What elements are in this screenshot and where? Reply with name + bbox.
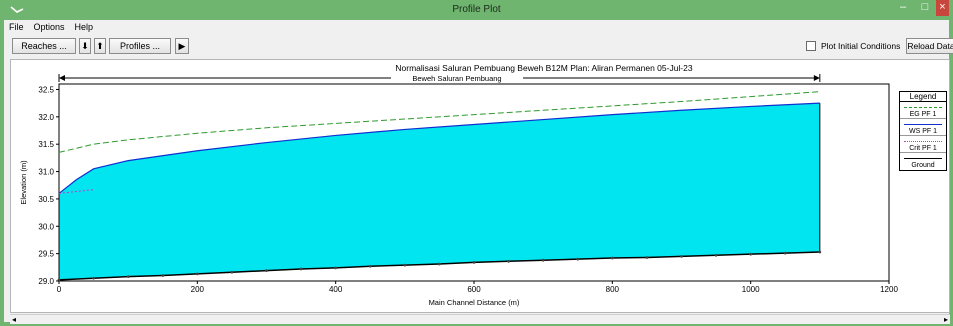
- ground-point: [818, 250, 822, 254]
- legend: Legend EG PF 1 WS PF 1 Crit PF 1 Ground: [899, 91, 947, 171]
- x-tick-label: 800: [606, 285, 620, 294]
- y-tick-label: 32.0: [38, 113, 54, 122]
- series-ws-line: [58, 102, 820, 194]
- x-tick-label: 400: [329, 285, 343, 294]
- legend-swatch-crit: [904, 141, 942, 142]
- ground-point: [368, 264, 372, 268]
- ground-point: [680, 254, 683, 258]
- y-tick-label: 29.0: [38, 277, 54, 286]
- legend-entry-ws: WS PF 1: [900, 119, 946, 136]
- x-tick-label: 1200: [880, 285, 898, 294]
- legend-label-crit: Crit PF 1: [909, 145, 937, 152]
- profiles-button[interactable]: Profiles ...: [109, 38, 171, 54]
- scroll-right-icon[interactable]: ▸: [943, 315, 948, 324]
- plot-title: Normalisasi Saluran Pembuang Beweh B12M …: [395, 63, 692, 73]
- plot-initial-conditions-label: Plot Initial Conditions: [821, 41, 901, 51]
- profile-plot-area: 0 200 400 600 800 1000 1200 29.0 29.5 30.0 30.5 31.…: [10, 59, 950, 313]
- series-crit-line: [58, 189, 94, 194]
- arrow-down-icon[interactable]: ⬇: [79, 38, 91, 54]
- ground-point: [507, 259, 510, 263]
- legend-title: Legend: [900, 92, 946, 102]
- toolbar: Reaches ... ⬇ ⬆ Profiles ... ▶ Plot Init…: [8, 37, 953, 57]
- ground-point: [265, 269, 268, 273]
- menu-help[interactable]: Help: [74, 22, 94, 32]
- legend-label-ground: Ground: [911, 162, 935, 169]
- y-tick-label: 30.0: [38, 222, 54, 231]
- y-axis-label: Elevation (m): [19, 160, 28, 205]
- menu-bar: File Options Help: [8, 21, 94, 35]
- legend-entry-crit: Crit PF 1: [900, 136, 946, 153]
- y-tick-label: 32.5: [38, 85, 54, 94]
- ground-point: [749, 252, 753, 256]
- title-bar[interactable]: Profile Plot – □ ×: [4, 0, 949, 20]
- ground-point: [403, 263, 407, 267]
- maximize-icon[interactable]: □: [921, 1, 929, 13]
- play-icon[interactable]: ▶: [175, 38, 189, 54]
- x-tick-label: 600: [467, 285, 481, 294]
- ground-point: [472, 260, 476, 264]
- ground-point: [195, 272, 199, 276]
- ground-point: [299, 267, 303, 271]
- window-title: Profile Plot: [452, 4, 501, 15]
- ground-point: [610, 256, 614, 260]
- legend-swatch-ws: [904, 124, 942, 125]
- x-tick-label: 200: [191, 285, 205, 294]
- series-eg-line: [58, 91, 820, 153]
- legend-label-eg: EG PF 1: [909, 111, 937, 118]
- legend-label-ws: WS PF 1: [908, 128, 937, 135]
- ground-point: [714, 253, 718, 257]
- ground-point: [645, 256, 649, 259]
- ground-point: [576, 257, 580, 261]
- ground-point: [334, 266, 338, 270]
- ground-point: [126, 275, 130, 279]
- reaches-button[interactable]: Reaches ...: [12, 38, 76, 54]
- arrow-up-icon[interactable]: ⬆: [94, 38, 106, 54]
- y-tick-label: 31.5: [38, 140, 54, 149]
- ground-point: [161, 274, 165, 277]
- ground-point: [541, 258, 545, 262]
- app-icon: [10, 6, 24, 13]
- legend-entry-eg: EG PF 1: [900, 102, 946, 119]
- profile-chart: 0 200 400 600 800 1000 1200 29.0 29.5 30.0 30.5 31.…: [19, 63, 898, 307]
- menu-file[interactable]: File: [9, 22, 24, 32]
- x-tick-label: 0: [57, 285, 62, 294]
- menu-options[interactable]: Options: [33, 22, 65, 32]
- reach-label: Beweh Saluran Pembuang: [412, 74, 501, 83]
- plot-initial-conditions-checkbox[interactable]: [806, 41, 816, 51]
- reach-arrow-left-icon: [59, 75, 65, 81]
- minimize-icon[interactable]: –: [899, 1, 907, 13]
- legend-swatch-ground: [904, 158, 942, 159]
- ground-point: [230, 270, 234, 274]
- ground-point: [438, 262, 441, 266]
- x-tick-label: 1000: [742, 285, 760, 294]
- ground-point: [783, 251, 787, 255]
- scroll-left-icon[interactable]: ◂: [12, 315, 17, 324]
- close-icon[interactable]: ×: [936, 0, 949, 16]
- legend-entry-ground: Ground: [900, 153, 946, 170]
- y-tick-label: 30.5: [38, 195, 54, 204]
- ground-point: [92, 276, 95, 280]
- reload-data-button[interactable]: Reload Data: [906, 38, 953, 54]
- reach-arrow-right-icon: [813, 75, 820, 81]
- y-tick-label: 31.0: [38, 168, 54, 177]
- water-fill-area: [59, 103, 820, 280]
- legend-swatch-eg: [904, 107, 942, 108]
- y-tick-label: 29.5: [38, 250, 54, 259]
- reach-label-bg: [391, 73, 523, 83]
- x-axis-label: Main Channel Distance (m): [429, 298, 520, 307]
- horizontal-scrollbar[interactable]: ◂ ▸: [10, 314, 950, 324]
